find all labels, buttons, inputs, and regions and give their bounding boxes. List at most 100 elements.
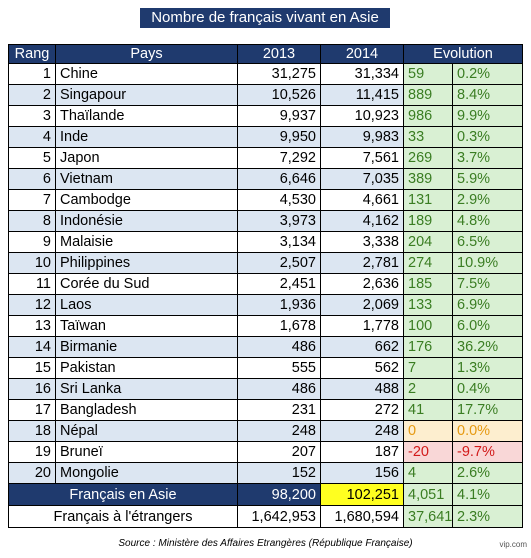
cell: 486 xyxy=(237,336,321,358)
cell: 10,923 xyxy=(320,105,404,127)
cell: 4.8% xyxy=(452,210,523,232)
cell: 133 xyxy=(403,294,453,316)
row: 5 Japon 7,292 7,561 269 3.7% xyxy=(8,147,523,169)
cell: 4 xyxy=(403,462,453,484)
cell: Mongolie xyxy=(55,462,238,484)
cell: 0.0% xyxy=(452,420,523,442)
cell: 6.9% xyxy=(452,294,523,316)
row: 11 Corée du Sud 2,451 2,636 185 7.5% xyxy=(8,273,523,295)
cell: -20 xyxy=(403,441,453,463)
cell: 231 xyxy=(237,399,321,421)
cell: 272 xyxy=(320,399,404,421)
cell: 2 xyxy=(403,378,453,400)
cell: 11,415 xyxy=(320,84,404,106)
cell: 152 xyxy=(237,462,321,484)
cell: 1 xyxy=(8,63,56,85)
cell: 131 xyxy=(403,189,453,211)
row: 4 Inde 9,950 9,983 33 0.3% xyxy=(8,126,523,148)
cell: Français en Asie xyxy=(8,483,238,506)
cell: 2,069 xyxy=(320,294,404,316)
row: 16 Sri Lanka 486 488 2 0.4% xyxy=(8,378,523,400)
cell: 7 xyxy=(403,357,453,379)
cell: 36.2% xyxy=(452,336,523,358)
cell: 18 xyxy=(8,420,56,442)
cell: 9 xyxy=(8,231,56,253)
cell: 7 xyxy=(8,189,56,211)
cell: 13 xyxy=(8,315,56,337)
cell: 176 xyxy=(403,336,453,358)
row: 18 Népal 248 248 0 0.0% xyxy=(8,420,523,442)
total-row: Français à l'étrangers 1,642,953 1,680,594… xyxy=(8,505,523,528)
cell: Bruneï xyxy=(55,441,238,463)
cell: 204 xyxy=(403,231,453,253)
row: 2 Singapour 10,526 11,415 889 8.4% xyxy=(8,84,523,106)
cell: Corée du Sud xyxy=(55,273,238,295)
cell: 6.5% xyxy=(452,231,523,253)
cell: 0.3% xyxy=(452,126,523,148)
cell: 10.9% xyxy=(452,252,523,274)
cell: 9,983 xyxy=(320,126,404,148)
cell: 14 xyxy=(8,336,56,358)
cell: 488 xyxy=(320,378,404,400)
cell: 1.3% xyxy=(452,357,523,379)
cell: 37,641 xyxy=(403,505,453,528)
row: 14 Birmanie 486 662 176 36.2% xyxy=(8,336,523,358)
cell: 3.7% xyxy=(452,147,523,169)
row: 6 Vietnam 6,646 7,035 389 5.9% xyxy=(8,168,523,190)
cell: 10,526 xyxy=(237,84,321,106)
cell: 0.4% xyxy=(452,378,523,400)
cell: 3,338 xyxy=(320,231,404,253)
cell: 4,162 xyxy=(320,210,404,232)
header-cell: 2013 xyxy=(237,44,321,64)
cell: 1,678 xyxy=(237,315,321,337)
cell: Pakistan xyxy=(55,357,238,379)
row: 9 Malaisie 3,134 3,338 204 6.5% xyxy=(8,231,523,253)
header-cell: Rang xyxy=(8,44,56,64)
row: 15 Pakistan 555 562 7 1.3% xyxy=(8,357,523,379)
cell: 389 xyxy=(403,168,453,190)
cell: Japon xyxy=(55,147,238,169)
cell: 3 xyxy=(8,105,56,127)
cell: 17.7% xyxy=(452,399,523,421)
cell: Thaïlande xyxy=(55,105,238,127)
cell: 11 xyxy=(8,273,56,295)
cell: 16 xyxy=(8,378,56,400)
cell: 7,292 xyxy=(237,147,321,169)
cell: 248 xyxy=(320,420,404,442)
cell: 4.1% xyxy=(452,483,523,506)
cell: 17 xyxy=(8,399,56,421)
cell: 98,200 xyxy=(237,483,321,506)
cell: Indonésie xyxy=(55,210,238,232)
cell: -9.7% xyxy=(452,441,523,463)
cell: 8 xyxy=(8,210,56,232)
row: 7 Cambodge 4,530 4,661 131 2.9% xyxy=(8,189,523,211)
header-cell: Evolution xyxy=(403,44,523,64)
cell: 4,530 xyxy=(237,189,321,211)
cell: 31,275 xyxy=(237,63,321,85)
cell: 662 xyxy=(320,336,404,358)
row: 17 Bangladesh 231 272 41 17.7% xyxy=(8,399,523,421)
cell: Taïwan xyxy=(55,315,238,337)
cell: 2,781 xyxy=(320,252,404,274)
header-cell: 2014 xyxy=(320,44,404,64)
cell: 9.9% xyxy=(452,105,523,127)
cell: 0.2% xyxy=(452,63,523,85)
cell: 986 xyxy=(403,105,453,127)
cell: 7.5% xyxy=(452,273,523,295)
header-cell: Pays xyxy=(55,44,238,64)
cell: 1,778 xyxy=(320,315,404,337)
row: 12 Laos 1,936 2,069 133 6.9% xyxy=(8,294,523,316)
total-row: Français en Asie 98,200 102,251 4,051 4.1% xyxy=(8,483,523,506)
header-row: Rang Pays 2013 2014 Evolution xyxy=(8,44,523,64)
cell: Birmanie xyxy=(55,336,238,358)
cell: 0 xyxy=(403,420,453,442)
cell: 2,451 xyxy=(237,273,321,295)
cell: Laos xyxy=(55,294,238,316)
row: 3 Thaïlande 9,937 10,923 986 9.9% xyxy=(8,105,523,127)
cell: 1,642,953 xyxy=(237,505,321,528)
cell: 2.9% xyxy=(452,189,523,211)
cell: 7,561 xyxy=(320,147,404,169)
cell: 2 xyxy=(8,84,56,106)
row: 8 Indonésie 3,973 4,162 189 4.8% xyxy=(8,210,523,232)
cell: Chine xyxy=(55,63,238,85)
